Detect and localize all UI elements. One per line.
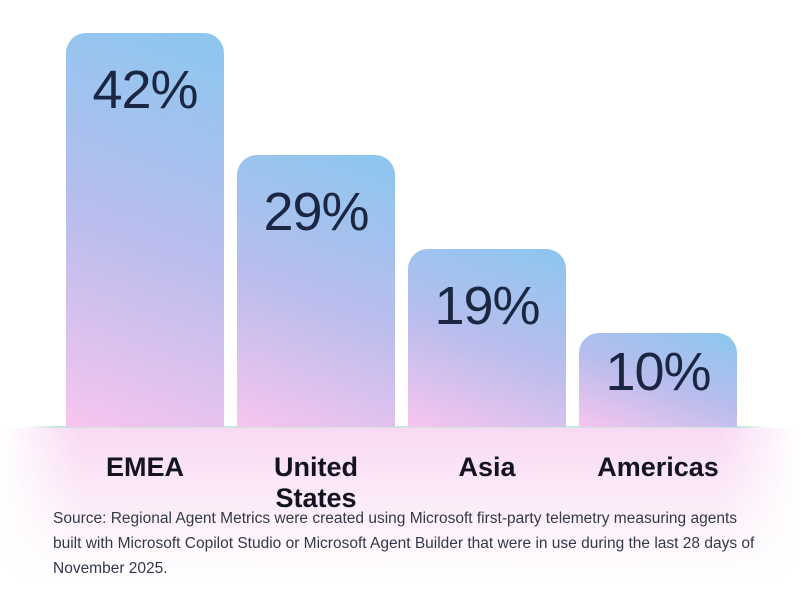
- category-label: United States: [274, 452, 358, 513]
- bar-emea: 42%: [66, 33, 224, 427]
- category-label-row: EMEA United States Asia Americas: [66, 452, 737, 514]
- category-label: EMEA: [105, 452, 184, 482]
- bar-value-label: 29%: [263, 182, 369, 242]
- bar-asia: 19%: [408, 249, 566, 427]
- bar-value-label: 42%: [92, 60, 198, 120]
- source-note: Source: Regional Agent Metrics were crea…: [53, 510, 755, 577]
- baseline-axis: [24, 426, 772, 428]
- category-label: Asia: [458, 452, 516, 482]
- bar-americas: 10%: [579, 333, 737, 427]
- baseline-glow: [0, 428, 800, 578]
- bar-value-label: 19%: [434, 276, 540, 336]
- bar-group: 42% 29% 19% 10%: [66, 33, 737, 427]
- category-label: Americas: [597, 452, 719, 482]
- bar-value-label: 10%: [605, 342, 711, 402]
- bar-united-states: 29%: [237, 155, 395, 427]
